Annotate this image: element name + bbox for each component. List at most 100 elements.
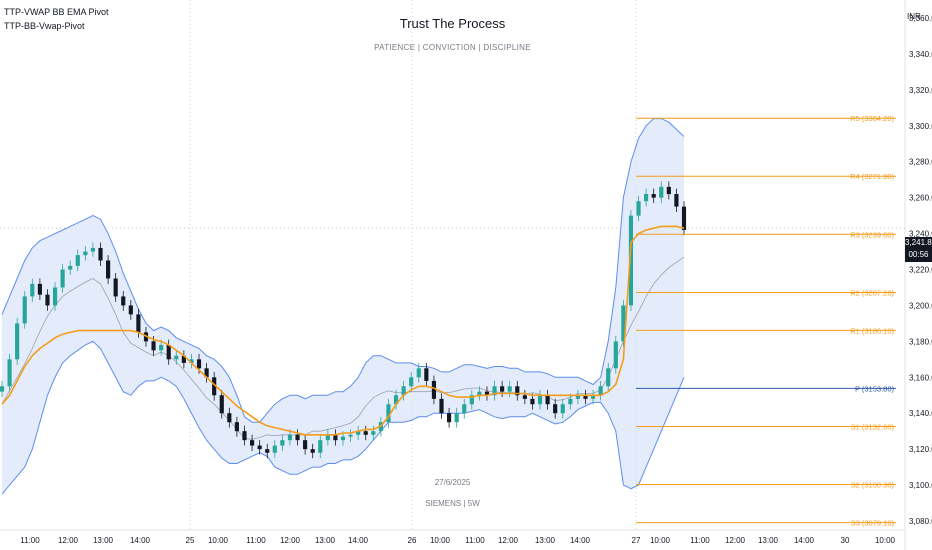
candle-body	[590, 395, 596, 399]
candle-body	[598, 386, 603, 396]
watermark-symbol: SIEMENS | 5W	[425, 499, 480, 508]
candle-body	[644, 194, 649, 202]
candle-body	[151, 341, 156, 351]
candle-body	[166, 344, 171, 360]
pivot-label: R2 (3207.20)	[850, 288, 894, 297]
y-tick-label: 3,260.00	[909, 194, 932, 203]
candle-body	[219, 395, 224, 414]
candle-body	[363, 431, 368, 435]
candle-body	[553, 404, 558, 414]
candle-body	[431, 380, 437, 399]
candle-body	[196, 359, 202, 369]
candle-body	[621, 305, 626, 342]
candle-body	[681, 206, 687, 230]
candle-body	[68, 265, 73, 270]
candle-body	[265, 449, 270, 453]
candle-body	[666, 186, 671, 195]
candle-body	[189, 359, 194, 363]
candle-body	[416, 368, 421, 378]
candle-body	[371, 431, 376, 435]
candle-body	[318, 440, 323, 453]
candle-body	[60, 269, 65, 288]
candle-body	[280, 440, 285, 446]
candle-body	[378, 422, 383, 432]
x-tick-label: 25	[186, 536, 195, 545]
pivot-label: S1 (3132.60)	[851, 423, 895, 432]
candle-body	[249, 440, 255, 446]
candle-body	[606, 368, 611, 387]
candle-body	[7, 359, 12, 387]
candle-body	[507, 386, 512, 392]
currency-label[interactable]: INR	[907, 12, 921, 21]
x-tick-label: 11:00	[465, 536, 485, 545]
y-tick-label: 3,280.00	[909, 158, 932, 167]
y-tick-label: 3,240.00	[909, 230, 932, 239]
candle-body	[530, 398, 535, 405]
candle-body	[90, 247, 96, 252]
y-tick-label: 3,320.00	[909, 86, 932, 95]
y-tick-label: 3,360.00	[909, 14, 932, 23]
candle-body	[113, 278, 118, 297]
candle-body	[393, 395, 399, 405]
x-tick-label: 11:00	[20, 536, 40, 545]
candle-body	[613, 341, 618, 369]
x-tick-label: 27	[632, 536, 641, 545]
x-tick-label: 13:00	[315, 536, 336, 545]
last-price-value: 3,241.80	[905, 238, 932, 247]
y-tick-label: 3,340.00	[909, 50, 932, 59]
candle-body	[537, 395, 543, 405]
candle-body	[22, 296, 27, 324]
candle-body	[136, 314, 141, 333]
candle-body	[83, 251, 88, 256]
candle-body	[295, 434, 300, 441]
candle-body	[45, 294, 50, 306]
x-tick-label: 30	[841, 536, 850, 545]
y-tick-label: 3,080.00	[909, 517, 932, 526]
candle-body	[628, 215, 634, 306]
watermark-date: 27/6/2025	[434, 478, 471, 487]
candle-body	[583, 395, 588, 399]
candle-body	[674, 194, 679, 207]
candle-body	[128, 305, 133, 315]
x-tick-label: 14:00	[130, 536, 151, 545]
candle-body	[0, 386, 5, 392]
chart-title: Trust The Process	[399, 16, 506, 31]
y-tick-label: 3,220.00	[909, 265, 932, 274]
candle-body	[477, 391, 482, 396]
x-tick-label: 11:00	[246, 536, 266, 545]
candle-body	[560, 404, 565, 414]
x-tick-label: 14:00	[348, 536, 369, 545]
candle-body	[52, 287, 58, 306]
indicator-legend-2[interactable]: TTP-BB-Vwap-Pivot	[4, 21, 85, 31]
candle-body	[333, 434, 338, 441]
candle-body	[401, 386, 406, 396]
x-tick-label: 13:00	[535, 536, 556, 545]
candle-body	[106, 260, 111, 279]
x-tick-label: 12:00	[725, 536, 746, 545]
candle-body	[409, 377, 414, 387]
candle-body	[310, 449, 315, 453]
ema-line	[1, 225, 685, 436]
x-tick-label: 10:00	[875, 536, 896, 545]
pivot-label: R5 (3304.20)	[850, 114, 894, 123]
candle-body	[37, 283, 42, 295]
candle-body	[75, 255, 80, 266]
x-tick-label: 26	[408, 536, 417, 545]
indicator-legend-1[interactable]: TTP-VWAP BB EMA Pivot	[4, 7, 109, 17]
candle-body	[469, 395, 474, 405]
x-tick-label: 12:00	[58, 536, 79, 545]
candle-body	[500, 386, 505, 392]
x-tick-label: 10:00	[208, 536, 229, 545]
candle-body	[30, 283, 35, 297]
candle-body	[121, 296, 126, 306]
pivot-label: S2 (3100.30)	[851, 481, 895, 490]
candle-body	[568, 398, 573, 405]
candle-body	[484, 391, 490, 396]
pivot-label: P (3153.80)	[855, 384, 895, 393]
candle-body	[159, 344, 164, 351]
y-tick-label: 3,200.00	[909, 301, 932, 310]
bollinger-upper-line	[1, 118, 685, 423]
candle-body	[340, 436, 346, 441]
candle-body	[515, 386, 520, 396]
